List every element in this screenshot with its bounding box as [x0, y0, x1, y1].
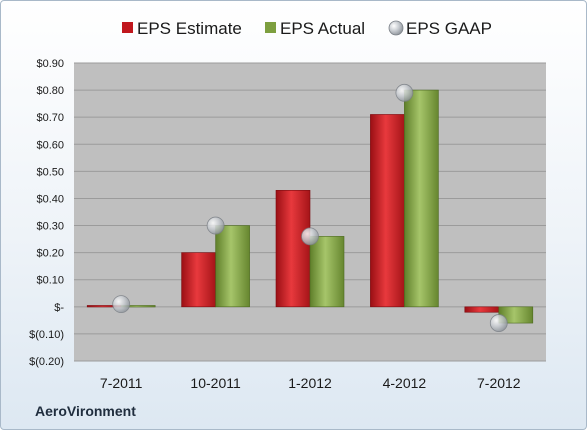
eps-gaap-marker: [112, 295, 131, 314]
eps-estimate-bar: [275, 190, 311, 308]
legend-swatch: [388, 20, 404, 36]
y-tick-label: $-: [54, 302, 64, 314]
eps-actual-bar: [309, 236, 345, 308]
legend-label: EPS Actual: [280, 19, 365, 38]
y-tick-label: $(0.10): [29, 329, 64, 341]
y-tick-label: $0.20: [36, 248, 64, 260]
legend-label: EPS Estimate: [137, 19, 242, 38]
eps-estimate-bar: [370, 114, 405, 308]
y-tick-label: $0.10: [36, 275, 64, 287]
y-tick-label: $0.80: [36, 85, 64, 97]
y-tick-label: $0.50: [36, 166, 64, 178]
y-tick-label: $0.30: [36, 221, 64, 233]
company-name: AeroVironment: [35, 403, 136, 419]
eps-gaap-marker: [395, 83, 414, 102]
eps-actual-bar: [404, 89, 439, 308]
eps-actual-bar: [215, 225, 250, 308]
eps-gaap-marker: [489, 314, 508, 332]
x-category-label: 7-2011: [100, 375, 143, 391]
y-tick-label: $(0.20): [29, 356, 64, 368]
eps-estimate-bar: [464, 306, 500, 313]
x-category-label: 7-2012: [477, 375, 521, 391]
x-category-label: 4-2012: [383, 375, 427, 391]
eps-estimate-bar: [181, 252, 216, 308]
x-category-label: 10-2011: [190, 375, 241, 391]
y-tick-label: $0.90: [36, 58, 64, 70]
eps-gaap-marker: [206, 216, 225, 235]
legend-label: EPS GAAP: [406, 19, 492, 38]
eps-gaap-marker: [301, 227, 319, 246]
legend-swatch: [265, 22, 276, 33]
legend-swatch: [122, 22, 133, 33]
x-category-label: 1-2012: [288, 375, 332, 391]
y-tick-label: $0.70: [36, 112, 64, 124]
y-tick-label: $0.40: [36, 193, 64, 205]
y-tick-label: $0.60: [36, 139, 64, 151]
